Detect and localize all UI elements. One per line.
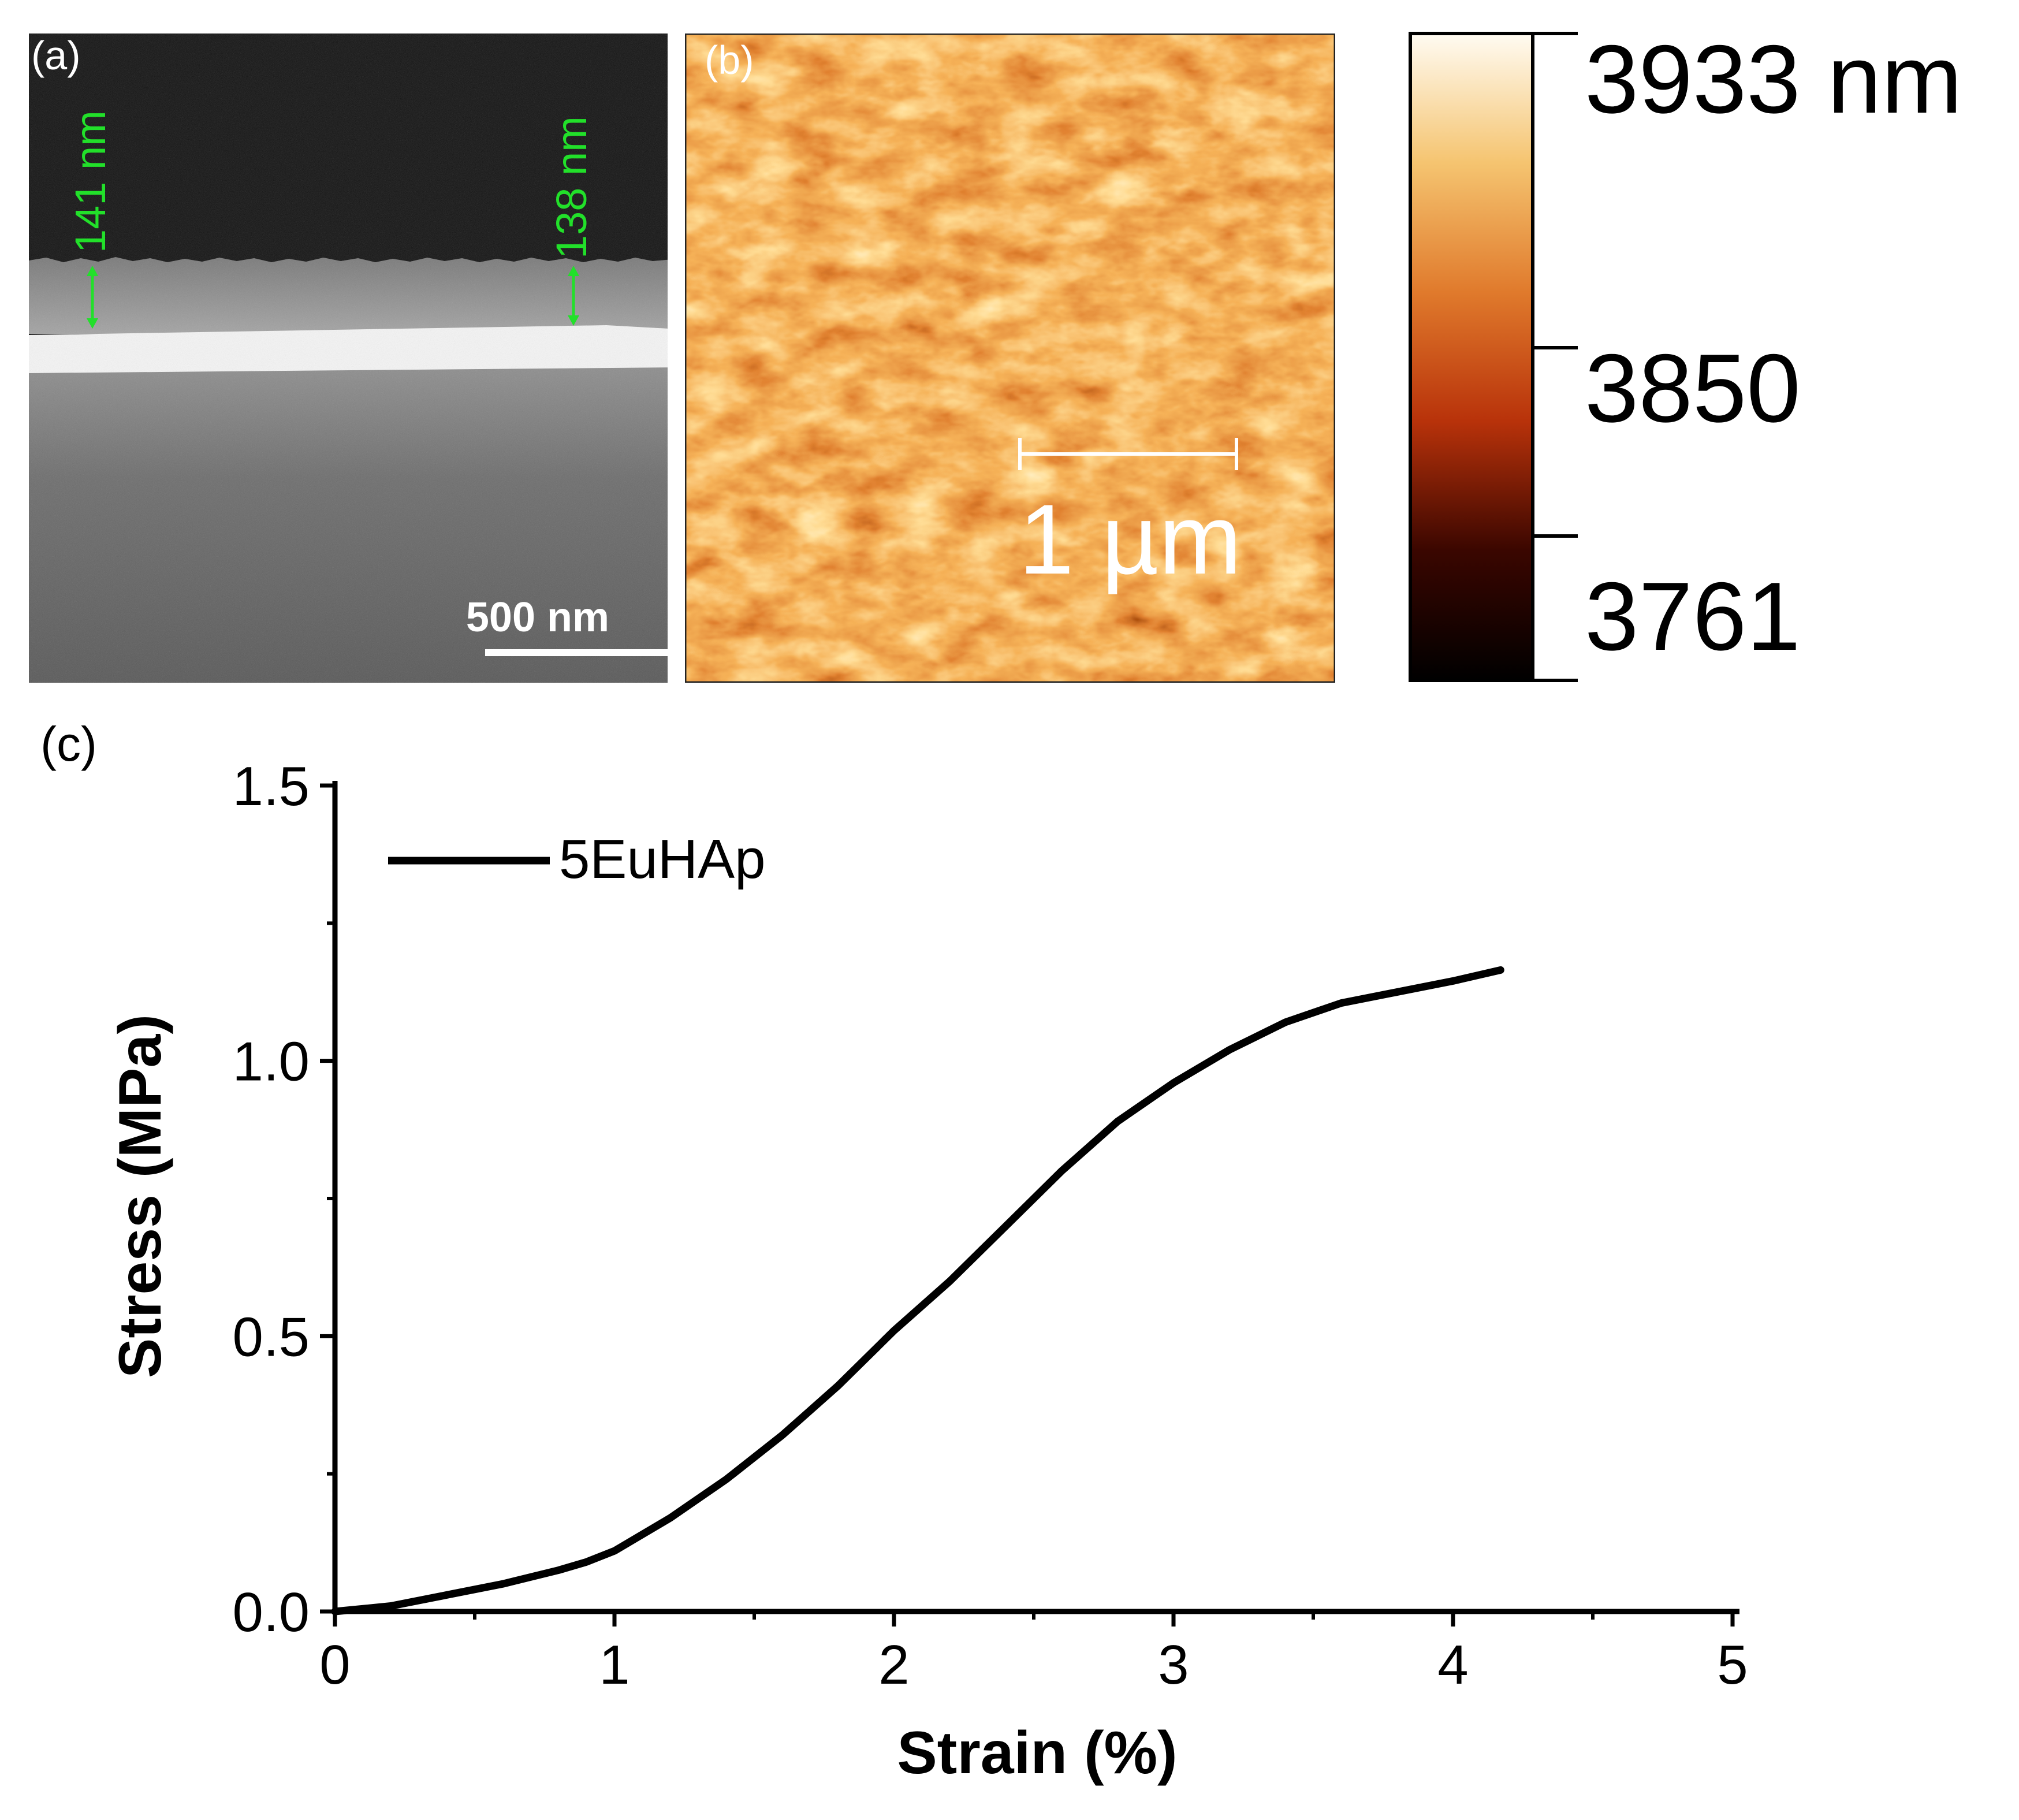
thickness-marker-left <box>87 266 98 329</box>
colorbar: 3933 nm 3850 3761 <box>1409 29 1962 682</box>
y-tick-label: 1.0 <box>233 1031 310 1093</box>
colorbar-mid-label: 3850 <box>1585 334 1801 442</box>
panel-a-sem-image: (a) 141 nm 138 nm 500 nm <box>29 34 679 683</box>
scale-bar-a <box>485 649 671 656</box>
afm-frame <box>685 34 1335 683</box>
sem-noise <box>29 34 679 683</box>
panel-c-chart: (c) 0 1 2 3 4 5 0.0 0.5 1.0 1.5 5EuHAp Strain (%)… <box>40 717 1748 1786</box>
panel-b-label: (b) <box>705 38 754 83</box>
colorbar-max-label: 3933 nm <box>1585 29 1962 133</box>
panel-b-afm-image: (b) 1 µm <box>685 34 1335 683</box>
y-tick-label: 1.5 <box>233 755 310 817</box>
thickness-label-left: 141 nm <box>66 110 114 253</box>
panel-gap <box>668 34 679 683</box>
x-tick-label: 4 <box>1437 1634 1468 1696</box>
scale-bar-b <box>1018 438 1238 470</box>
y-tick-label: 0.0 <box>233 1581 310 1643</box>
thickness-marker-right <box>568 266 579 326</box>
x-tick-label: 3 <box>1158 1634 1189 1696</box>
scale-bar-label-b: 1 µm <box>1019 484 1242 595</box>
colorbar-min-label: 3761 <box>1585 562 1801 671</box>
scale-bar-label-a: 500 nm <box>466 594 609 641</box>
panel-a-label: (a) <box>31 34 81 78</box>
colorbar-gradient <box>1409 32 1534 682</box>
series-5euhap-line <box>331 966 1504 1616</box>
x-tick-label: 1 <box>599 1634 629 1696</box>
x-axis-label: Strain (%) <box>897 1719 1177 1786</box>
afm-map <box>685 34 1335 683</box>
x-tick-label: 2 <box>878 1634 909 1696</box>
legend-label: 5EuHAp <box>559 828 766 890</box>
y-axis-label: Stress (MPa) <box>107 1014 174 1378</box>
y-tick-label: 0.5 <box>233 1306 310 1368</box>
x-tick-label: 0 <box>319 1634 350 1696</box>
thickness-label-right: 138 nm <box>547 116 595 259</box>
panel-c-label: (c) <box>40 717 97 771</box>
colorbar-ticks <box>1533 32 1578 682</box>
x-tick-label: 5 <box>1717 1634 1748 1696</box>
